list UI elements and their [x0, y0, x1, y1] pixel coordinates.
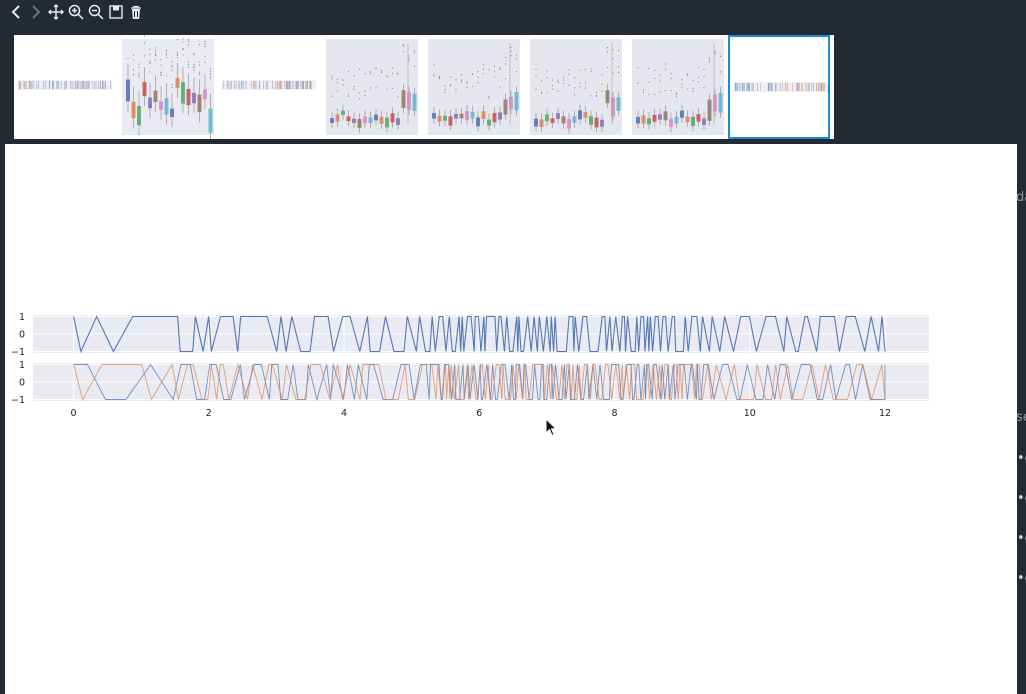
- chevron-left-icon: [11, 5, 20, 19]
- back-button[interactable]: [8, 3, 24, 21]
- x-tick-label: 10: [744, 408, 756, 419]
- thumbnail-preview: [18, 80, 112, 90]
- x-tick-label: 2: [206, 408, 212, 419]
- thumbnail-preview: [222, 80, 316, 90]
- save-button[interactable]: [108, 3, 124, 21]
- thumbnail-6[interactable]: [524, 35, 626, 139]
- main-plot-panel: 1 0 −1 1 0 −1 0 2 4 6 8 10 12: [5, 144, 1017, 694]
- move-arrows-icon: [48, 4, 64, 20]
- x-tick-label: 8: [612, 408, 618, 419]
- clipped-text-1: da: [1016, 190, 1026, 205]
- subplot-top: 1 0 −1: [11, 312, 929, 358]
- y-tick-label: −1: [11, 347, 25, 358]
- zoom-in-icon: [68, 4, 84, 20]
- x-tick-label: 4: [341, 408, 347, 419]
- thumbnail-4[interactable]: [320, 35, 422, 139]
- y-tick-label: 1: [19, 360, 25, 371]
- x-tick-label: 12: [879, 408, 891, 419]
- thumbnail-preview: [428, 39, 520, 135]
- y-tick-label: −1: [11, 395, 25, 406]
- thumbnail-preview: [326, 39, 418, 135]
- clipped-bullet-2: •e: [1017, 491, 1026, 506]
- thumbnail-7[interactable]: [626, 35, 728, 139]
- thumbnail-preview: [632, 39, 724, 135]
- zoom-out-icon: [88, 4, 104, 20]
- x-tick-label: 6: [476, 408, 482, 419]
- mouse-cursor-icon: [545, 418, 557, 437]
- clipped-bullet-1: •e: [1017, 451, 1026, 466]
- subplot-bottom: 1 0 −1: [11, 360, 929, 406]
- thumbnail-8[interactable]: [728, 35, 830, 139]
- series-line-2: [73, 362, 886, 402]
- thumbnail-1[interactable]: [14, 35, 116, 139]
- clipped-bullet-4: •e: [1017, 571, 1026, 586]
- thumbnail-preview: [734, 82, 828, 92]
- chevron-right-icon: [32, 5, 41, 19]
- save-icon: [109, 5, 123, 19]
- thumbnail-2[interactable]: [116, 35, 218, 139]
- trash-icon: [131, 5, 141, 19]
- thumbnail-5[interactable]: [422, 35, 524, 139]
- zoom-out-button[interactable]: [88, 3, 104, 21]
- main-chart: 10−110−10 2 4 6 8 10 12: [11, 312, 929, 419]
- zoom-in-button[interactable]: [68, 3, 84, 21]
- toolbar: [8, 3, 144, 21]
- y-tick-label: 1: [19, 312, 25, 323]
- thumbnail-preview: [530, 39, 622, 135]
- thumbnail-preview: [122, 35, 214, 139]
- x-tick-label: 0: [71, 408, 77, 419]
- pan-button[interactable]: [48, 3, 64, 21]
- delete-button[interactable]: [128, 3, 144, 21]
- y-tick-label: 0: [19, 378, 25, 389]
- series-line-1: [73, 315, 886, 354]
- y-tick-label: 0: [19, 330, 25, 341]
- thumbnail-3[interactable]: [218, 35, 320, 139]
- series-line-1: [73, 363, 886, 402]
- clipped-bullet-3: •e: [1017, 531, 1026, 546]
- forward-button[interactable]: [28, 3, 44, 21]
- plot-thumbnails: [14, 35, 834, 139]
- clipped-text-2: se: [1016, 410, 1026, 425]
